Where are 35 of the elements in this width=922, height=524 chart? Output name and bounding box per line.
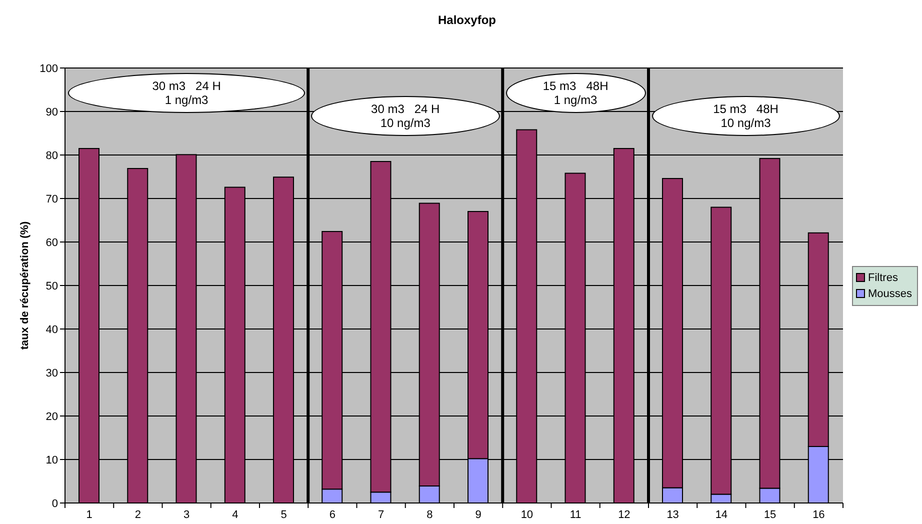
y-tick-label: 0 — [52, 498, 58, 510]
x-tick-label: 16 — [812, 509, 825, 521]
y-tick-label: 50 — [46, 280, 58, 292]
x-tick-label: 14 — [715, 509, 728, 521]
y-tick-label: 60 — [46, 236, 58, 249]
chart-title: Haloxyfop — [436, 12, 497, 28]
legend-label: Filtres — [868, 272, 898, 284]
annotation: 15 m3 48H 1 ng/m3 — [542, 79, 608, 107]
annotation: 15 m3 48H 10 ng/m3 — [713, 102, 778, 130]
y-tick-label: 80 — [46, 150, 58, 162]
y-axis-title: taux de récupération (%) — [18, 220, 31, 350]
y-tick-label: 30 — [46, 367, 58, 380]
x-tick-label: 12 — [618, 509, 630, 521]
y-tick-label: 70 — [46, 193, 58, 206]
x-tick-label: 15 — [764, 509, 776, 521]
x-tick-label: 11 — [570, 509, 582, 521]
x-tick-label: 6 — [329, 509, 336, 521]
y-tick-label: 100 — [40, 62, 58, 75]
x-tick-label: 8 — [426, 509, 433, 521]
x-tick-label: 7 — [378, 509, 384, 521]
y-tick-label: 20 — [46, 410, 58, 423]
x-tick-label: 3 — [184, 509, 190, 521]
x-tick-label: 4 — [232, 509, 238, 521]
x-tick-label: 2 — [134, 509, 141, 521]
annotation: 30 m3 24 H 1 ng/m3 — [152, 79, 221, 107]
x-tick-label: 1 — [86, 509, 92, 521]
annotation: 30 m3 24 H 10 ng/m3 — [371, 102, 440, 130]
y-tick-label: 90 — [46, 106, 58, 118]
x-tick-label: 13 — [666, 509, 679, 521]
legend-label: Mousses — [868, 288, 912, 300]
x-tick-label: 9 — [475, 509, 482, 521]
x-tick-label: 5 — [280, 509, 287, 521]
y-tick-label: 40 — [46, 324, 58, 336]
x-tick-label: 10 — [520, 509, 534, 521]
y-tick-label: 10 — [46, 454, 58, 466]
